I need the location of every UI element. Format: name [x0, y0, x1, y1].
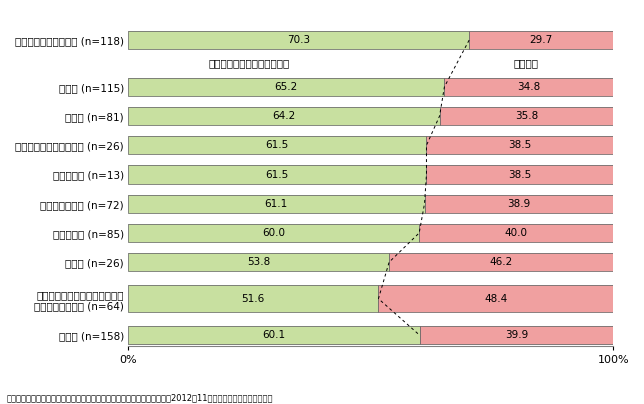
Text: 38.9: 38.9: [507, 199, 531, 209]
Text: 34.8: 34.8: [517, 82, 540, 92]
Text: 資料：中小企業庁委託「中小企業の事業承継に関するアンケート調査」（2012年11月、（株）野村総合研究所）: 資料：中小企業庁委託「中小企業の事業承継に関するアンケート調査」（2012年11…: [6, 393, 273, 402]
Text: 38.5: 38.5: [508, 140, 531, 150]
Bar: [440, 107, 613, 125]
Text: 70.3: 70.3: [287, 35, 310, 45]
Text: 46.2: 46.2: [489, 257, 513, 267]
Text: 61.5: 61.5: [266, 140, 289, 150]
Bar: [128, 326, 420, 344]
Text: 64.2: 64.2: [272, 111, 296, 121]
Bar: [128, 224, 419, 242]
Text: 38.5: 38.5: [508, 170, 531, 179]
Bar: [424, 195, 613, 213]
Bar: [379, 285, 613, 312]
Text: 61.1: 61.1: [265, 199, 288, 209]
Text: 39.9: 39.9: [505, 330, 528, 340]
Text: 60.0: 60.0: [262, 228, 285, 238]
Text: 51.6: 51.6: [242, 294, 265, 304]
Text: 60.1: 60.1: [262, 330, 285, 340]
Text: 35.8: 35.8: [515, 111, 538, 121]
Bar: [426, 166, 613, 183]
Bar: [128, 166, 426, 183]
Text: 特にない: 特にない: [513, 59, 538, 69]
Text: 53.8: 53.8: [247, 257, 270, 267]
Bar: [420, 326, 613, 344]
Text: 48.4: 48.4: [484, 294, 507, 304]
Bar: [419, 224, 613, 242]
Text: 問題になりそうなことがある: 問題になりそうなことがある: [209, 59, 290, 69]
Text: 61.5: 61.5: [266, 170, 289, 179]
Bar: [469, 31, 613, 49]
Bar: [128, 136, 426, 154]
Text: 29.7: 29.7: [529, 35, 553, 45]
Text: 65.2: 65.2: [274, 82, 298, 92]
Bar: [128, 78, 444, 96]
Text: 40.0: 40.0: [505, 228, 527, 238]
Bar: [128, 31, 469, 49]
Bar: [128, 107, 440, 125]
Bar: [426, 136, 613, 154]
Bar: [128, 253, 389, 271]
Bar: [128, 195, 424, 213]
Bar: [444, 78, 613, 96]
Bar: [128, 285, 379, 312]
Bar: [389, 253, 613, 271]
